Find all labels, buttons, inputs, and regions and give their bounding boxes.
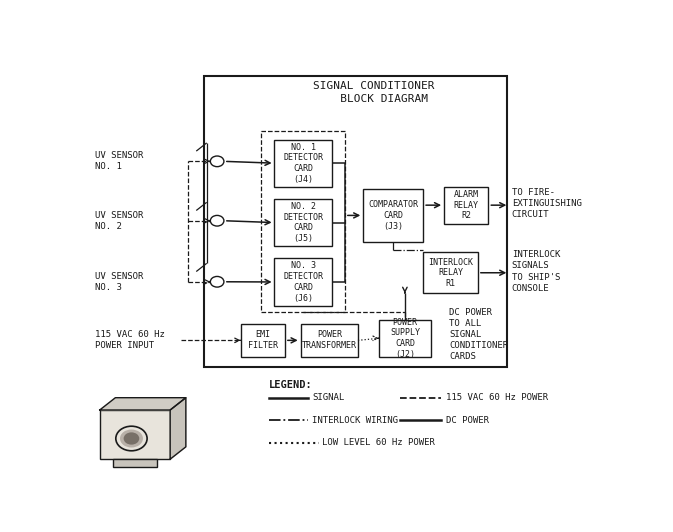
FancyBboxPatch shape bbox=[301, 324, 358, 357]
Text: SIGNAL: SIGNAL bbox=[312, 393, 345, 402]
Text: UV SENSOR
NO. 2: UV SENSOR NO. 2 bbox=[94, 211, 143, 231]
FancyBboxPatch shape bbox=[100, 410, 170, 459]
Circle shape bbox=[120, 429, 143, 447]
Text: DC POWER: DC POWER bbox=[446, 415, 489, 425]
Text: LEGEND:: LEGEND: bbox=[269, 380, 313, 390]
FancyBboxPatch shape bbox=[423, 252, 478, 293]
Text: LOW LEVEL 60 Hz POWER: LOW LEVEL 60 Hz POWER bbox=[322, 438, 435, 447]
Text: COMPARATOR
CARD
(J3): COMPARATOR CARD (J3) bbox=[368, 200, 418, 231]
Text: POWER
TRANSFORMER: POWER TRANSFORMER bbox=[302, 330, 357, 350]
Text: ALARM
RELAY
R2: ALARM RELAY R2 bbox=[454, 190, 479, 220]
Text: 115 VAC 60 Hz POWER: 115 VAC 60 Hz POWER bbox=[446, 393, 548, 402]
Text: INTERLOCK WIRING: INTERLOCK WIRING bbox=[312, 415, 398, 425]
Polygon shape bbox=[170, 398, 186, 459]
FancyBboxPatch shape bbox=[275, 139, 332, 187]
Text: NO. 3
DETECTOR
CARD
(J6): NO. 3 DETECTOR CARD (J6) bbox=[283, 261, 323, 303]
Text: NO. 2
DETECTOR
CARD
(J5): NO. 2 DETECTOR CARD (J5) bbox=[283, 202, 323, 243]
FancyBboxPatch shape bbox=[113, 459, 157, 467]
Text: 115 VAC 60 Hz
POWER INPUT: 115 VAC 60 Hz POWER INPUT bbox=[94, 330, 164, 351]
Text: INTERLOCK
RELAY
R1: INTERLOCK RELAY R1 bbox=[428, 257, 473, 288]
Text: DC POWER
TO ALL
SIGNAL
CONDITIONER
CARDS: DC POWER TO ALL SIGNAL CONDITIONER CARDS bbox=[450, 307, 508, 361]
Text: INTERLOCK
SIGNALS
TO SHIP'S
CONSOLE: INTERLOCK SIGNALS TO SHIP'S CONSOLE bbox=[511, 251, 560, 293]
Text: EMI
FILTER: EMI FILTER bbox=[248, 330, 278, 350]
Circle shape bbox=[124, 433, 139, 445]
Text: UV SENSOR
NO. 1: UV SENSOR NO. 1 bbox=[94, 151, 143, 171]
Polygon shape bbox=[100, 398, 186, 410]
FancyBboxPatch shape bbox=[241, 324, 285, 357]
FancyBboxPatch shape bbox=[363, 189, 423, 242]
FancyBboxPatch shape bbox=[444, 187, 489, 223]
FancyBboxPatch shape bbox=[275, 199, 332, 246]
Text: POWER
SUPPLY
CARD
(J2): POWER SUPPLY CARD (J2) bbox=[390, 318, 420, 359]
FancyBboxPatch shape bbox=[275, 259, 332, 305]
Text: UV SENSOR
NO. 3: UV SENSOR NO. 3 bbox=[94, 272, 143, 292]
FancyBboxPatch shape bbox=[379, 320, 431, 357]
Text: SIGNAL CONDITIONER
   BLOCK DIAGRAM: SIGNAL CONDITIONER BLOCK DIAGRAM bbox=[313, 81, 434, 104]
Text: TO FIRE-
EXTINGUISHING
CIRCUIT: TO FIRE- EXTINGUISHING CIRCUIT bbox=[511, 187, 581, 219]
Text: NO. 1
DETECTOR
CARD
(J4): NO. 1 DETECTOR CARD (J4) bbox=[283, 143, 323, 184]
